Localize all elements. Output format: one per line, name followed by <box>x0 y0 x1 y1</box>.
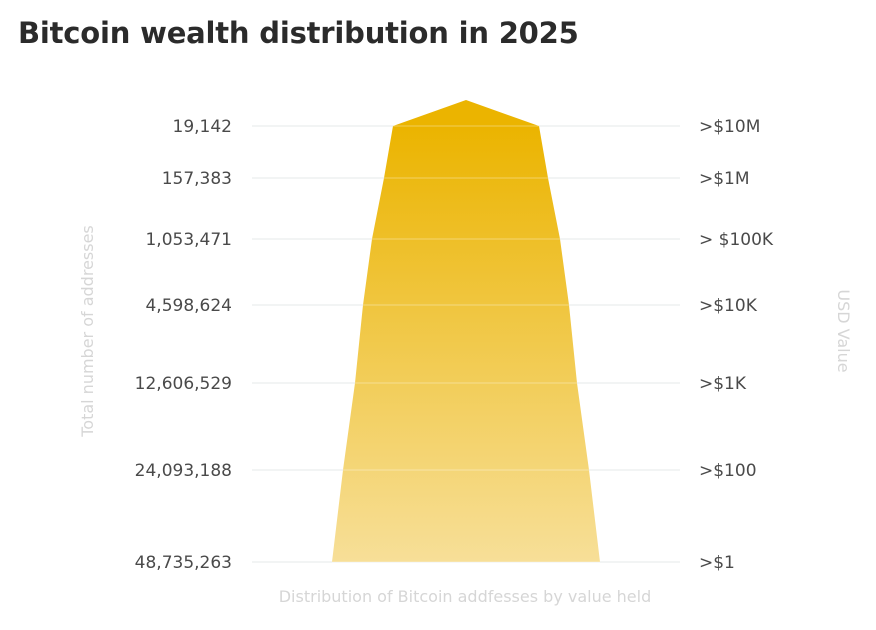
right-tick-label: >$100 <box>699 461 757 481</box>
x-axis-label: Distribution of Bitcoin addfesses by val… <box>279 587 652 606</box>
right-tick-labels: >$10M >$1M > $100K >$10K >$1K >$100 >$1 <box>699 117 774 573</box>
right-tick-label: >$1K <box>699 374 747 394</box>
shape-band <box>372 178 560 239</box>
right-tick-label: >$10K <box>699 296 758 316</box>
shape-band <box>384 126 548 178</box>
left-tick-label: 12,606,529 <box>135 374 232 394</box>
y-axis-right-label: USD Value <box>834 289 853 372</box>
left-tick-label: 157,383 <box>162 169 232 189</box>
left-tick-label: 24,093,188 <box>135 461 232 481</box>
left-tick-label: 48,735,263 <box>135 553 232 573</box>
right-tick-label: >$1M <box>699 169 750 189</box>
left-tick-label: 19,142 <box>173 117 232 137</box>
right-tick-label: >$10M <box>699 117 760 137</box>
chart-title: Bitcoin wealth distribution in 2025 <box>18 16 579 50</box>
shape-band <box>363 239 569 305</box>
right-tick-label: >$1 <box>699 553 735 573</box>
left-tick-labels: 19,142 157,383 1,053,471 4,598,624 12,606,52… <box>135 117 232 573</box>
y-axis-left-label: Total number of addresses <box>78 225 97 438</box>
shape-band <box>332 470 600 562</box>
shape-body <box>332 126 600 562</box>
left-tick-label: 4,598,624 <box>145 296 232 316</box>
shape-peak <box>393 100 539 126</box>
shape-band <box>343 383 589 470</box>
left-tick-label: 1,053,471 <box>145 230 232 250</box>
shape-band <box>355 305 577 383</box>
distribution-shape <box>332 100 600 563</box>
right-tick-label: > $100K <box>699 230 774 250</box>
